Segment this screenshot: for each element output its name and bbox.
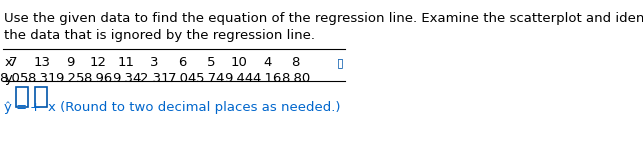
Text: 8.05: 8.05 bbox=[0, 72, 28, 85]
Text: 8: 8 bbox=[291, 56, 300, 69]
Text: +: + bbox=[30, 101, 41, 114]
Text: 9.44: 9.44 bbox=[224, 72, 254, 85]
Text: 8.96: 8.96 bbox=[84, 72, 113, 85]
Text: 5: 5 bbox=[206, 56, 215, 69]
Text: 11: 11 bbox=[118, 56, 135, 69]
Text: 7: 7 bbox=[9, 56, 18, 69]
Text: 9.34: 9.34 bbox=[112, 72, 141, 85]
Text: x (Round to two decimal places as needed.): x (Round to two decimal places as needed… bbox=[48, 101, 340, 114]
Text: ▯: ▯ bbox=[337, 56, 344, 69]
Text: ŷ =: ŷ = bbox=[5, 101, 28, 114]
Text: 4: 4 bbox=[263, 56, 271, 69]
FancyBboxPatch shape bbox=[35, 87, 47, 107]
Text: 8.31: 8.31 bbox=[27, 72, 57, 85]
Text: 13: 13 bbox=[33, 56, 50, 69]
Text: y: y bbox=[5, 72, 12, 85]
Text: 9: 9 bbox=[66, 56, 74, 69]
Text: 6: 6 bbox=[179, 56, 187, 69]
Text: 2.31: 2.31 bbox=[140, 72, 169, 85]
Text: 12: 12 bbox=[89, 56, 107, 69]
Text: 7.04: 7.04 bbox=[168, 72, 197, 85]
Text: 10: 10 bbox=[231, 56, 248, 69]
Text: 8.80: 8.80 bbox=[281, 72, 310, 85]
Text: 4.16: 4.16 bbox=[253, 72, 282, 85]
Text: 9.25: 9.25 bbox=[55, 72, 85, 85]
Text: 3: 3 bbox=[150, 56, 159, 69]
Text: x: x bbox=[5, 56, 12, 69]
Text: Use the given data to find the equation of the regression line. Examine the scat: Use the given data to find the equation … bbox=[5, 12, 643, 25]
Text: the data that is ignored by the regression line.: the data that is ignored by the regressi… bbox=[5, 29, 315, 42]
Text: 5.74: 5.74 bbox=[196, 72, 226, 85]
FancyBboxPatch shape bbox=[15, 87, 28, 107]
